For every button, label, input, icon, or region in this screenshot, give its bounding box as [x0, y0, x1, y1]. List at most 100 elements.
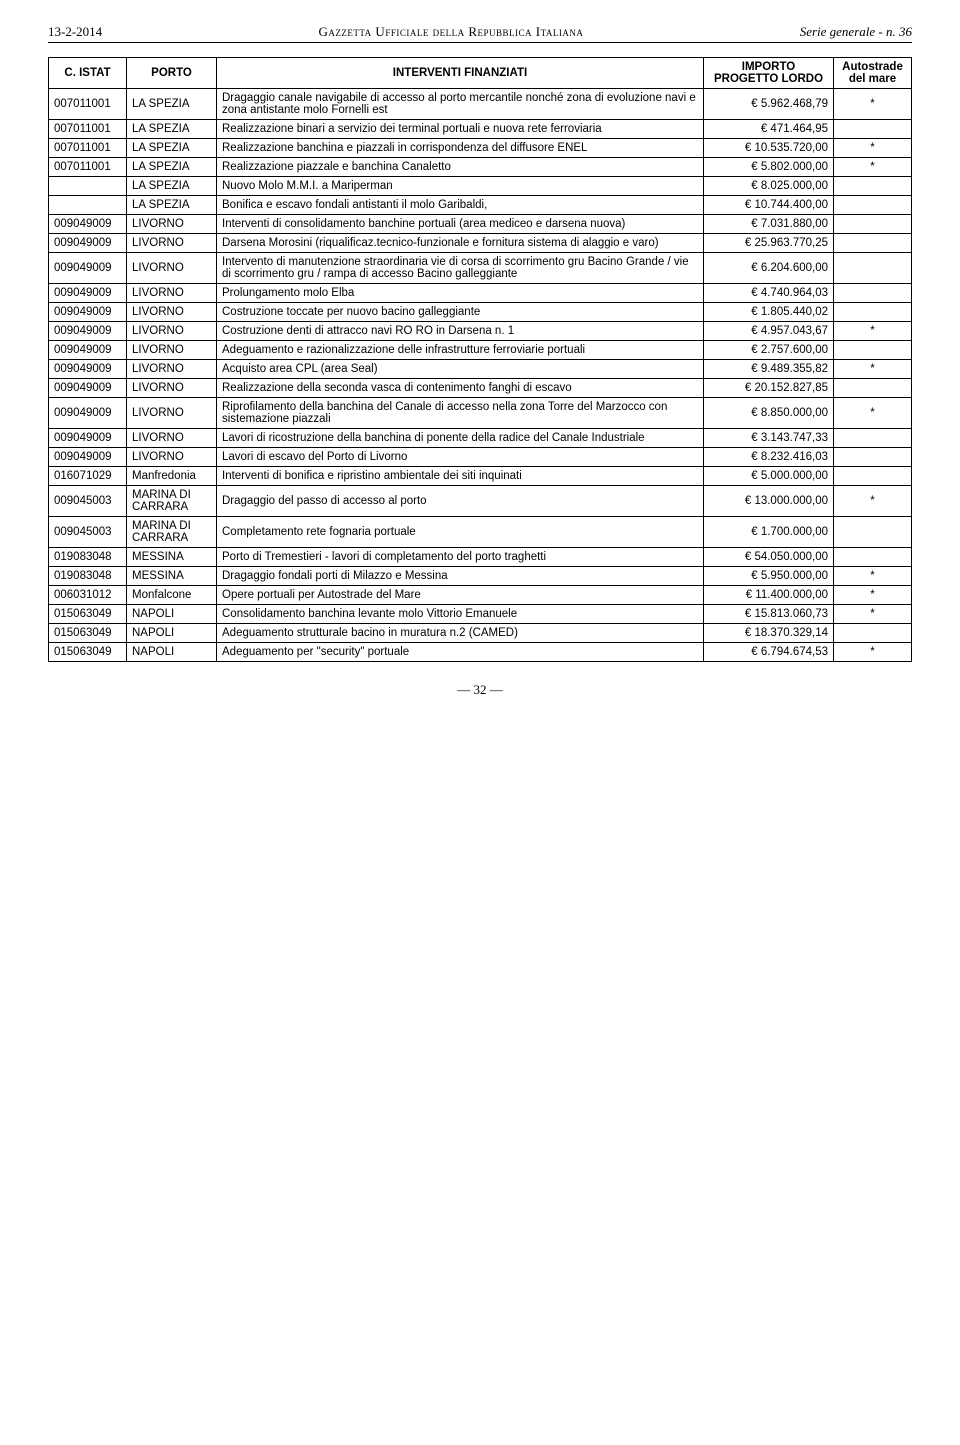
table-row: 015063049NAPOLIConsolidamento banchina l… — [49, 605, 912, 624]
cell-autostrade — [834, 548, 912, 567]
cell-porto: Manfredonia — [127, 467, 217, 486]
cell-porto: Monfalcone — [127, 586, 217, 605]
cell-interventi: Porto di Tremestieri - lavori di complet… — [217, 548, 704, 567]
cell-interventi: Adeguamento per "security" portuale — [217, 643, 704, 662]
cell-istat: 009049009 — [49, 398, 127, 429]
cell-importo: € 471.464,95 — [704, 120, 834, 139]
running-header: 13-2-2014 Gazzetta Ufficiale della Repub… — [48, 24, 912, 43]
cell-autostrade: * — [834, 322, 912, 341]
cell-porto: NAPOLI — [127, 624, 217, 643]
cell-importo: € 20.152.827,85 — [704, 379, 834, 398]
cell-porto: LA SPEZIA — [127, 158, 217, 177]
cell-istat: 007011001 — [49, 139, 127, 158]
cell-istat: 015063049 — [49, 643, 127, 662]
cell-importo: € 4.957.043,67 — [704, 322, 834, 341]
table-row: 019083048MESSINADragaggio fondali porti … — [49, 567, 912, 586]
cell-interventi: Realizzazione piazzale e banchina Canale… — [217, 158, 704, 177]
col-istat: C. ISTAT — [49, 58, 127, 89]
cell-importo: € 6.204.600,00 — [704, 253, 834, 284]
cell-porto: LIVORNO — [127, 322, 217, 341]
cell-importo: € 5.000.000,00 — [704, 467, 834, 486]
cell-istat — [49, 196, 127, 215]
cell-porto: LIVORNO — [127, 303, 217, 322]
cell-interventi: Realizzazione della seconda vasca di con… — [217, 379, 704, 398]
cell-importo: € 15.813.060,73 — [704, 605, 834, 624]
cell-porto: MESSINA — [127, 567, 217, 586]
cell-autostrade: * — [834, 398, 912, 429]
col-porto: PORTO — [127, 58, 217, 89]
cell-porto: MARINA DI CARRARA — [127, 517, 217, 548]
col-interventi: INTERVENTI FINANZIATI — [217, 58, 704, 89]
cell-autostrade — [834, 196, 912, 215]
cell-importo: € 10.535.720,00 — [704, 139, 834, 158]
table-row: 007011001LA SPEZIARealizzazione binari a… — [49, 120, 912, 139]
cell-porto: LIVORNO — [127, 234, 217, 253]
cell-istat: 009049009 — [49, 429, 127, 448]
cell-interventi: Completamento rete fognaria portuale — [217, 517, 704, 548]
cell-istat: 009049009 — [49, 448, 127, 467]
cell-autostrade — [834, 284, 912, 303]
cell-autostrade: * — [834, 567, 912, 586]
cell-autostrade — [834, 177, 912, 196]
cell-interventi: Adeguamento e razionalizzazione delle in… — [217, 341, 704, 360]
cell-autostrade: * — [834, 486, 912, 517]
cell-istat: 009049009 — [49, 234, 127, 253]
cell-istat: 009049009 — [49, 303, 127, 322]
cell-autostrade: * — [834, 605, 912, 624]
cell-porto: LA SPEZIA — [127, 139, 217, 158]
cell-istat: 009045003 — [49, 517, 127, 548]
cell-istat: 019083048 — [49, 548, 127, 567]
cell-istat: 007011001 — [49, 158, 127, 177]
cell-istat: 007011001 — [49, 89, 127, 120]
cell-importo: € 2.757.600,00 — [704, 341, 834, 360]
cell-autostrade — [834, 467, 912, 486]
cell-autostrade — [834, 234, 912, 253]
table-row: 006031012MonfalconeOpere portuali per Au… — [49, 586, 912, 605]
cell-autostrade: * — [834, 643, 912, 662]
cell-autostrade: * — [834, 89, 912, 120]
cell-interventi: Adeguamento strutturale bacino in muratu… — [217, 624, 704, 643]
table-row: 009049009LIVORNOLavori di ricostruzione … — [49, 429, 912, 448]
cell-importo: € 1.805.440,02 — [704, 303, 834, 322]
cell-interventi: Nuovo Molo M.M.I. a Mariperman — [217, 177, 704, 196]
table-row: 009049009LIVORNOIntervento di manutenzio… — [49, 253, 912, 284]
cell-porto: LIVORNO — [127, 253, 217, 284]
table-header-row: C. ISTAT PORTO INTERVENTI FINANZIATI IMP… — [49, 58, 912, 89]
cell-autostrade — [834, 448, 912, 467]
cell-istat: 009049009 — [49, 322, 127, 341]
cell-importo: € 25.963.770,25 — [704, 234, 834, 253]
cell-importo: € 11.400.000,00 — [704, 586, 834, 605]
cell-porto: LIVORNO — [127, 379, 217, 398]
table-row: 009049009LIVORNODarsena Morosini (riqual… — [49, 234, 912, 253]
cell-porto: LIVORNO — [127, 284, 217, 303]
cell-istat: 009049009 — [49, 215, 127, 234]
cell-porto: LA SPEZIA — [127, 120, 217, 139]
table-row: 009049009LIVORNOCostruzione denti di att… — [49, 322, 912, 341]
cell-interventi: Dragaggio canale navigabile di accesso a… — [217, 89, 704, 120]
table-row: 009049009LIVORNOAdeguamento e razionaliz… — [49, 341, 912, 360]
cell-importo: € 18.370.329,14 — [704, 624, 834, 643]
cell-importo: € 13.000.000,00 — [704, 486, 834, 517]
table-row: 015063049NAPOLIAdeguamento strutturale b… — [49, 624, 912, 643]
cell-autostrade — [834, 253, 912, 284]
table-row: 007011001LA SPEZIADragaggio canale navig… — [49, 89, 912, 120]
cell-autostrade — [834, 341, 912, 360]
cell-interventi: Opere portuali per Autostrade del Mare — [217, 586, 704, 605]
cell-interventi: Dragaggio fondali porti di Milazzo e Mes… — [217, 567, 704, 586]
cell-autostrade: * — [834, 139, 912, 158]
page-number: — 32 — — [48, 682, 912, 698]
cell-istat: 006031012 — [49, 586, 127, 605]
cell-istat: 015063049 — [49, 605, 127, 624]
cell-interventi: Bonifica e escavo fondali antistanti il … — [217, 196, 704, 215]
cell-importo: € 5.950.000,00 — [704, 567, 834, 586]
cell-importo: € 8.850.000,00 — [704, 398, 834, 429]
cell-porto: LA SPEZIA — [127, 89, 217, 120]
cell-importo: € 7.031.880,00 — [704, 215, 834, 234]
cell-interventi: Riprofilamento della banchina del Canale… — [217, 398, 704, 429]
cell-autostrade — [834, 303, 912, 322]
cell-interventi: Interventi di bonifica e ripristino ambi… — [217, 467, 704, 486]
table-row: 009049009LIVORNORiprofilamento della ban… — [49, 398, 912, 429]
cell-istat: 019083048 — [49, 567, 127, 586]
cell-istat: 016071029 — [49, 467, 127, 486]
cell-interventi: Lavori di escavo del Porto di Livorno — [217, 448, 704, 467]
